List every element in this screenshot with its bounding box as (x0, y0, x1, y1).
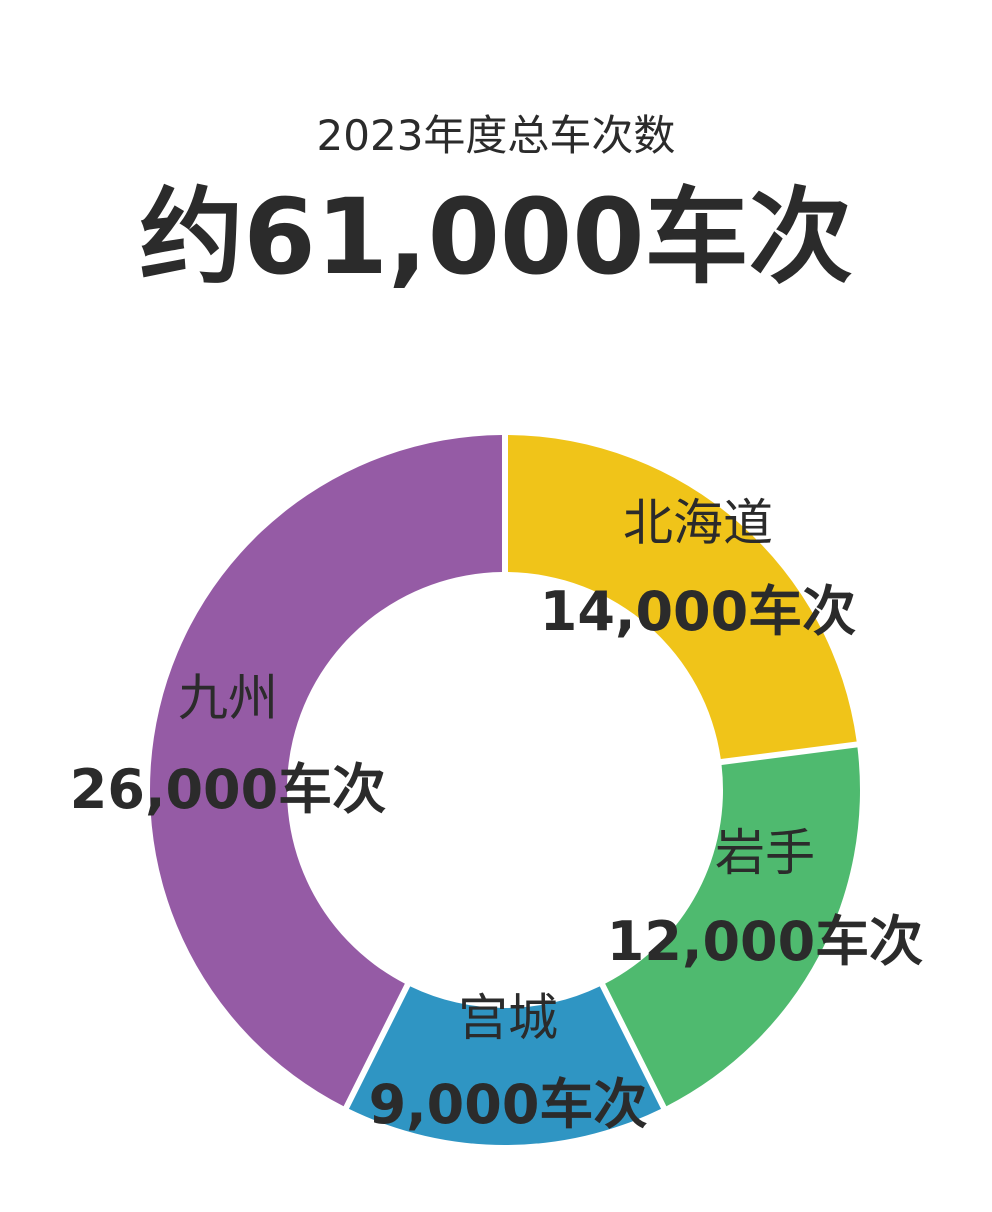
segment-name-label: 九州 (178, 669, 278, 727)
chart-subtitle: 2023年度总车次数 (316, 111, 676, 160)
donut-segment (348, 986, 662, 1145)
segment-value-label: 12,000车次 (607, 910, 923, 973)
segment-value-label: 14,000车次 (540, 580, 856, 643)
donut-segment (149, 435, 502, 1107)
segment-value-label: 9,000车次 (369, 1073, 648, 1136)
segment-name-label: 岩手 (715, 824, 815, 882)
segment-name-label: 宫城 (458, 989, 558, 1047)
chart-headline: 约61,000车次 (139, 176, 853, 298)
segment-name-label: 北海道 (623, 494, 773, 552)
donut-segment (508, 435, 857, 760)
donut-segment (605, 747, 860, 1107)
segments-layer (149, 435, 860, 1145)
segment-value-label: 26,000车次 (70, 758, 386, 821)
